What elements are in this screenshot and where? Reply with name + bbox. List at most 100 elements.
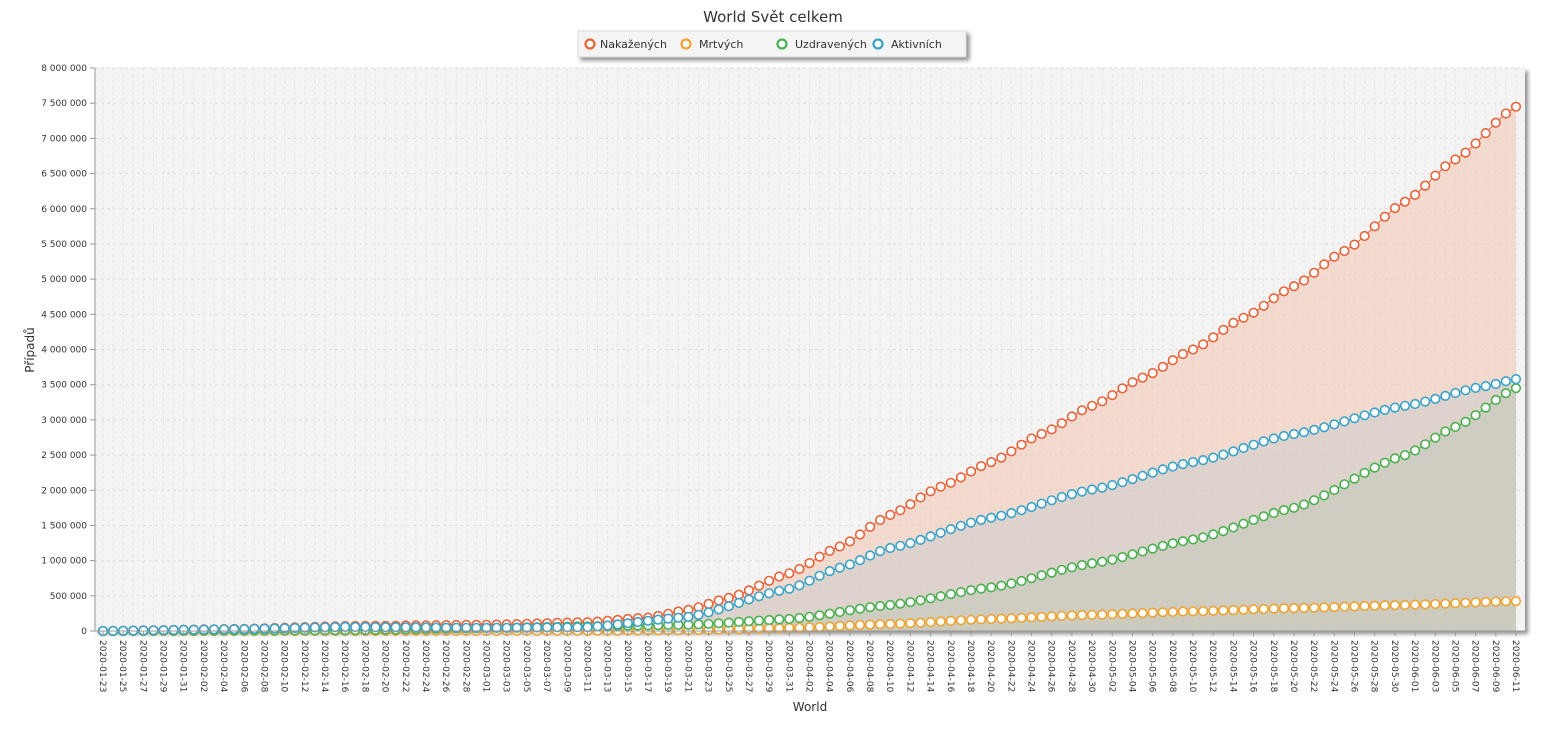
point-mrtvych[interactable] bbox=[1308, 602, 1320, 613]
point-aktivnich[interactable] bbox=[390, 622, 401, 633]
point-uzdravenych[interactable] bbox=[1288, 502, 1300, 513]
point-uzdravenych[interactable] bbox=[794, 612, 805, 624]
point-uzdravenych[interactable] bbox=[1167, 538, 1178, 549]
point-uzdravenych[interactable] bbox=[713, 618, 724, 629]
point-uzdravenych[interactable] bbox=[1228, 522, 1239, 533]
point-mrtvych[interactable] bbox=[1006, 613, 1017, 624]
point-nakazenych[interactable] bbox=[1218, 324, 1229, 336]
point-mrtvych[interactable] bbox=[1298, 602, 1310, 614]
point-aktivnich[interactable] bbox=[229, 624, 240, 635]
point-nakazenych[interactable] bbox=[1177, 348, 1188, 360]
point-uzdravenych[interactable] bbox=[743, 616, 755, 627]
point-uzdravenych[interactable] bbox=[996, 580, 1007, 591]
point-nakazenych[interactable] bbox=[1480, 128, 1491, 139]
point-nakazenych[interactable] bbox=[1379, 211, 1390, 222]
point-aktivnich[interactable] bbox=[885, 542, 896, 554]
point-aktivnich[interactable] bbox=[1228, 446, 1239, 457]
point-uzdravenych[interactable] bbox=[703, 618, 714, 630]
point-aktivnich[interactable] bbox=[1470, 382, 1481, 394]
point-aktivnich[interactable] bbox=[834, 562, 845, 573]
point-nakazenych[interactable] bbox=[733, 589, 745, 600]
point-nakazenych[interactable] bbox=[874, 514, 886, 526]
point-mrtvych[interactable] bbox=[1490, 596, 1501, 607]
point-nakazenych[interactable] bbox=[1339, 245, 1350, 257]
legend-item-uzdravenych[interactable]: Uzdravených bbox=[776, 38, 867, 51]
point-uzdravenych[interactable] bbox=[915, 595, 926, 606]
point-aktivnich[interactable] bbox=[1298, 427, 1310, 438]
point-aktivnich[interactable] bbox=[1329, 419, 1340, 430]
point-aktivnich[interactable] bbox=[1460, 385, 1471, 396]
point-aktivnich[interactable] bbox=[996, 510, 1007, 521]
point-aktivnich[interactable] bbox=[1359, 410, 1370, 421]
point-aktivnich[interactable] bbox=[965, 517, 977, 528]
point-aktivnich[interactable] bbox=[1500, 376, 1511, 387]
point-aktivnich[interactable] bbox=[289, 622, 300, 634]
point-uzdravenych[interactable] bbox=[955, 586, 967, 598]
point-uzdravenych[interactable] bbox=[854, 603, 866, 614]
point-uzdravenych[interactable] bbox=[1399, 450, 1411, 461]
point-nakazenych[interactable] bbox=[1066, 411, 1077, 422]
point-uzdravenych[interactable] bbox=[1470, 410, 1481, 421]
point-nakazenych[interactable] bbox=[1056, 418, 1067, 429]
point-aktivnich[interactable] bbox=[1268, 433, 1279, 444]
point-aktivnich[interactable] bbox=[814, 570, 825, 581]
point-mrtvych[interactable] bbox=[1197, 605, 1209, 617]
point-mrtvych[interactable] bbox=[925, 616, 936, 628]
point-uzdravenych[interactable] bbox=[1238, 518, 1249, 529]
point-mrtvych[interactable] bbox=[1187, 606, 1199, 617]
point-uzdravenych[interactable] bbox=[1308, 495, 1320, 506]
point-uzdravenych[interactable] bbox=[1036, 570, 1047, 581]
point-aktivnich[interactable] bbox=[703, 607, 714, 618]
point-mrtvych[interactable] bbox=[814, 621, 825, 633]
point-aktivnich[interactable] bbox=[269, 623, 280, 634]
point-uzdravenych[interactable] bbox=[1056, 564, 1067, 575]
point-uzdravenych[interactable] bbox=[1208, 529, 1219, 540]
point-aktivnich[interactable] bbox=[1147, 467, 1158, 478]
point-aktivnich[interactable] bbox=[1379, 404, 1390, 416]
point-uzdravenych[interactable] bbox=[1086, 558, 1098, 569]
point-uzdravenych[interactable] bbox=[804, 611, 815, 622]
point-nakazenych[interactable] bbox=[1399, 196, 1411, 207]
point-aktivnich[interactable] bbox=[693, 609, 704, 621]
point-aktivnich[interactable] bbox=[874, 545, 886, 557]
point-nakazenych[interactable] bbox=[965, 466, 977, 477]
point-aktivnich[interactable] bbox=[905, 537, 916, 549]
point-uzdravenych[interactable] bbox=[1510, 383, 1522, 394]
point-aktivnich[interactable] bbox=[1016, 505, 1027, 516]
point-uzdravenych[interactable] bbox=[1147, 543, 1158, 554]
point-uzdravenych[interactable] bbox=[1490, 394, 1501, 406]
point-aktivnich[interactable] bbox=[804, 575, 815, 586]
point-aktivnich[interactable] bbox=[1066, 489, 1077, 500]
point-uzdravenych[interactable] bbox=[945, 588, 956, 600]
point-aktivnich[interactable] bbox=[1177, 459, 1188, 470]
point-mrtvych[interactable] bbox=[1399, 599, 1411, 611]
point-mrtvych[interactable] bbox=[996, 613, 1007, 624]
point-uzdravenych[interactable] bbox=[1097, 556, 1108, 567]
point-mrtvych[interactable] bbox=[1409, 599, 1421, 610]
point-mrtvych[interactable] bbox=[1127, 608, 1138, 619]
point-uzdravenych[interactable] bbox=[1460, 416, 1471, 428]
point-aktivnich[interactable] bbox=[1308, 424, 1320, 436]
point-aktivnich[interactable] bbox=[663, 613, 674, 624]
point-nakazenych[interactable] bbox=[1097, 396, 1108, 407]
point-nakazenych[interactable] bbox=[1026, 433, 1037, 444]
point-aktivnich[interactable] bbox=[1086, 484, 1098, 495]
point-aktivnich[interactable] bbox=[1167, 461, 1178, 472]
point-mrtvych[interactable] bbox=[1208, 605, 1219, 616]
point-uzdravenych[interactable] bbox=[1339, 479, 1350, 490]
point-nakazenych[interactable] bbox=[713, 595, 724, 606]
point-uzdravenych[interactable] bbox=[1319, 490, 1330, 501]
point-mrtvych[interactable] bbox=[1440, 598, 1451, 609]
point-nakazenych[interactable] bbox=[1086, 400, 1098, 411]
point-nakazenych[interactable] bbox=[955, 472, 967, 483]
point-nakazenych[interactable] bbox=[753, 580, 765, 591]
point-uzdravenych[interactable] bbox=[1026, 573, 1037, 584]
point-nakazenych[interactable] bbox=[1369, 221, 1380, 232]
point-uzdravenych[interactable] bbox=[1298, 499, 1310, 510]
point-mrtvych[interactable] bbox=[1157, 607, 1168, 618]
point-uzdravenych[interactable] bbox=[965, 585, 977, 596]
point-nakazenych[interactable] bbox=[1440, 161, 1451, 172]
point-mrtvych[interactable] bbox=[1470, 597, 1481, 608]
point-uzdravenych[interactable] bbox=[1066, 562, 1077, 573]
point-aktivnich[interactable] bbox=[1339, 416, 1350, 427]
